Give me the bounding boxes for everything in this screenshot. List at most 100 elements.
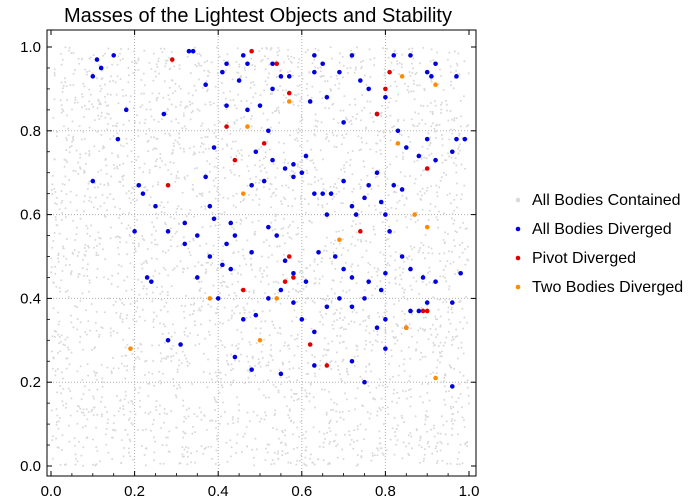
contained-point xyxy=(99,183,102,186)
contained-point xyxy=(138,405,141,408)
contained-point xyxy=(254,230,257,233)
contained-point xyxy=(313,270,316,272)
contained-point xyxy=(362,160,365,163)
all-bodies-diverged-point xyxy=(408,266,413,272)
contained-point xyxy=(436,460,439,462)
x-tick-label: 0.0 xyxy=(41,483,62,500)
contained-point xyxy=(319,359,322,362)
contained-point xyxy=(437,345,440,348)
contained-point xyxy=(334,84,337,86)
contained-point xyxy=(118,52,121,55)
contained-point xyxy=(366,380,369,383)
all-bodies-diverged-point xyxy=(366,182,371,188)
contained-point xyxy=(342,64,345,67)
contained-point xyxy=(374,339,377,342)
contained-point xyxy=(338,242,341,245)
contained-point xyxy=(285,89,288,92)
all-bodies-diverged-point xyxy=(391,53,397,58)
contained-point xyxy=(417,251,420,254)
contained-point xyxy=(237,250,240,253)
contained-point xyxy=(81,106,84,109)
contained-point xyxy=(276,51,279,54)
contained-point xyxy=(347,72,349,75)
contained-point xyxy=(310,327,313,330)
contained-point xyxy=(455,328,458,331)
contained-point xyxy=(202,371,205,373)
contained-point xyxy=(411,50,414,53)
contained-point xyxy=(134,250,137,253)
contained-point xyxy=(277,109,280,112)
contained-point xyxy=(339,109,342,112)
contained-point xyxy=(78,341,81,344)
contained-point xyxy=(87,246,90,249)
contained-point xyxy=(292,288,295,291)
contained-point xyxy=(412,79,415,82)
contained-point xyxy=(175,396,178,399)
contained-point xyxy=(173,65,176,68)
contained-point xyxy=(115,93,118,96)
contained-point xyxy=(162,372,164,375)
contained-point xyxy=(71,140,74,143)
contained-point xyxy=(64,338,67,341)
contained-point xyxy=(268,309,271,312)
contained-point xyxy=(152,459,155,462)
contained-point xyxy=(408,48,411,50)
contained-point xyxy=(115,125,118,128)
two-bodies-diverged-point xyxy=(240,191,246,196)
contained-point xyxy=(151,344,154,347)
contained-point xyxy=(212,284,215,287)
pivot-diverged-point xyxy=(282,279,288,284)
contained-point xyxy=(459,299,462,302)
contained-point xyxy=(131,400,134,403)
contained-point xyxy=(143,162,146,165)
contained-point xyxy=(238,65,241,68)
contained-point xyxy=(82,411,85,414)
contained-point xyxy=(183,125,186,128)
contained-point xyxy=(179,147,182,150)
contained-point xyxy=(447,306,450,309)
contained-point xyxy=(199,309,202,312)
contained-point xyxy=(172,269,175,271)
contained-point xyxy=(205,261,208,264)
contained-point xyxy=(62,247,65,250)
contained-point xyxy=(265,47,268,50)
contained-point xyxy=(456,269,459,272)
contained-point xyxy=(281,89,284,92)
contained-point xyxy=(360,65,363,68)
contained-point xyxy=(53,74,56,77)
contained-point xyxy=(346,370,349,373)
contained-point xyxy=(185,127,188,130)
contained-point xyxy=(212,179,215,182)
contained-point xyxy=(156,96,159,99)
contained-point xyxy=(52,281,55,284)
contained-point xyxy=(226,460,229,463)
contained-point xyxy=(93,119,96,122)
all-bodies-diverged-point xyxy=(282,258,288,263)
all-bodies-diverged-point xyxy=(312,363,317,368)
contained-point xyxy=(393,231,396,233)
contained-point xyxy=(331,262,334,265)
contained-point xyxy=(135,320,138,323)
contained-point xyxy=(101,377,104,380)
contained-point xyxy=(169,239,172,241)
contained-point xyxy=(299,129,302,132)
contained-point xyxy=(208,191,211,193)
all-bodies-diverged-point xyxy=(420,275,426,280)
contained-point xyxy=(111,436,113,439)
contained-point xyxy=(153,384,156,387)
contained-point xyxy=(313,258,316,261)
contained-point xyxy=(270,355,273,358)
contained-point xyxy=(145,293,148,296)
contained-point xyxy=(394,435,397,438)
contained-point xyxy=(129,440,132,443)
contained-point xyxy=(243,309,246,311)
contained-point xyxy=(60,371,63,374)
contained-point xyxy=(376,340,379,343)
contained-point xyxy=(342,76,344,79)
contained-point xyxy=(84,425,87,427)
contained-point xyxy=(226,53,229,56)
contained-point xyxy=(57,257,60,260)
contained-point xyxy=(246,184,249,187)
all-bodies-diverged-point xyxy=(228,220,234,226)
contained-point xyxy=(292,103,295,106)
